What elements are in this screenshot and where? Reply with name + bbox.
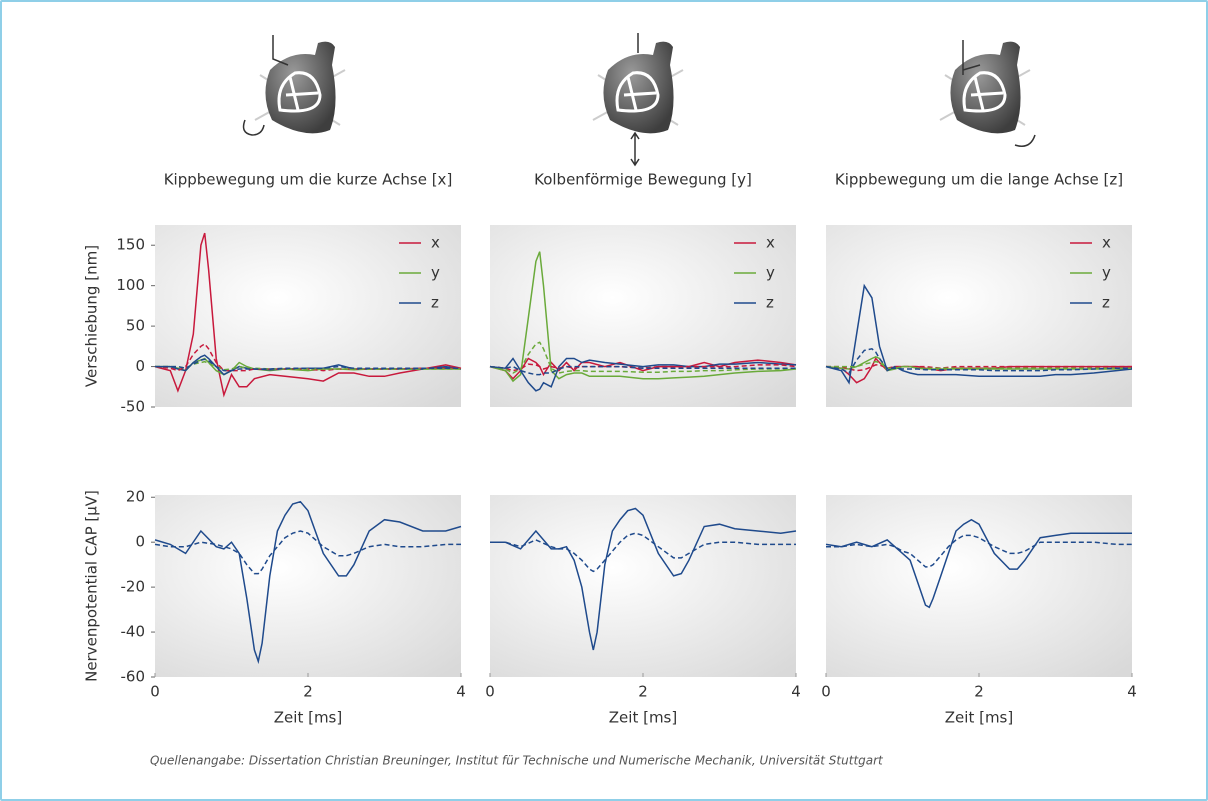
legend-label: y [431, 264, 440, 282]
x-axis-label: Zeit [ms] [274, 709, 342, 727]
x-tick-label: 2 [974, 683, 984, 701]
panel-caption: Kippbewegung um die lange Achse [z] [835, 171, 1123, 189]
legend-label: x [431, 234, 440, 252]
icon [244, 35, 345, 135]
y-tick-label: -50 [121, 398, 146, 416]
x-axis-label: Zeit [ms] [609, 709, 677, 727]
y-tick-label: 150 [116, 236, 145, 254]
x-tick-label: 4 [1127, 683, 1137, 701]
legend-label: z [766, 294, 774, 312]
plot-area [490, 225, 796, 407]
y-tick-label: -20 [121, 578, 146, 596]
x-tick-label: 4 [791, 683, 801, 701]
x-tick-label: 4 [456, 683, 466, 701]
legend-label: z [1102, 294, 1110, 312]
legend-label: y [766, 264, 775, 282]
legend-label: x [766, 234, 775, 252]
y-tick-label: 0 [135, 357, 145, 375]
x-tick-label: 0 [821, 683, 831, 701]
x-axis-label: Zeit [ms] [945, 709, 1013, 727]
source-note: Quellenangabe: Dissertation Christian Br… [150, 754, 884, 768]
x-tick-label: 2 [638, 683, 648, 701]
y-tick-label: 0 [135, 533, 145, 551]
icon [593, 33, 683, 165]
plot-area [826, 495, 1132, 677]
plot-area [826, 225, 1132, 407]
y-tick-label: -40 [121, 623, 146, 641]
y-axis-label: Verschiebung [nm] [83, 245, 101, 387]
icon [940, 40, 1035, 146]
figure: Quellenangabe: Dissertation Christian Br… [0, 0, 1208, 801]
legend-label: x [1102, 234, 1111, 252]
panel-caption: Kolbenförmige Bewegung [y] [534, 171, 752, 189]
y-tick-label: -60 [121, 668, 146, 686]
x-tick-label: 2 [303, 683, 313, 701]
y-tick-label: 100 [116, 276, 145, 294]
y-tick-label: 50 [126, 317, 145, 335]
plot-area [155, 495, 461, 677]
x-tick-label: 0 [150, 683, 160, 701]
plot-area [490, 495, 796, 677]
legend-label: y [1102, 264, 1111, 282]
panel-caption: Kippbewegung um die kurze Achse [x] [164, 171, 453, 189]
x-tick-label: 0 [485, 683, 495, 701]
y-axis-label: Nervenpotential CAP [µV] [83, 490, 101, 682]
y-tick-label: 20 [126, 488, 145, 506]
legend-label: z [431, 294, 439, 312]
